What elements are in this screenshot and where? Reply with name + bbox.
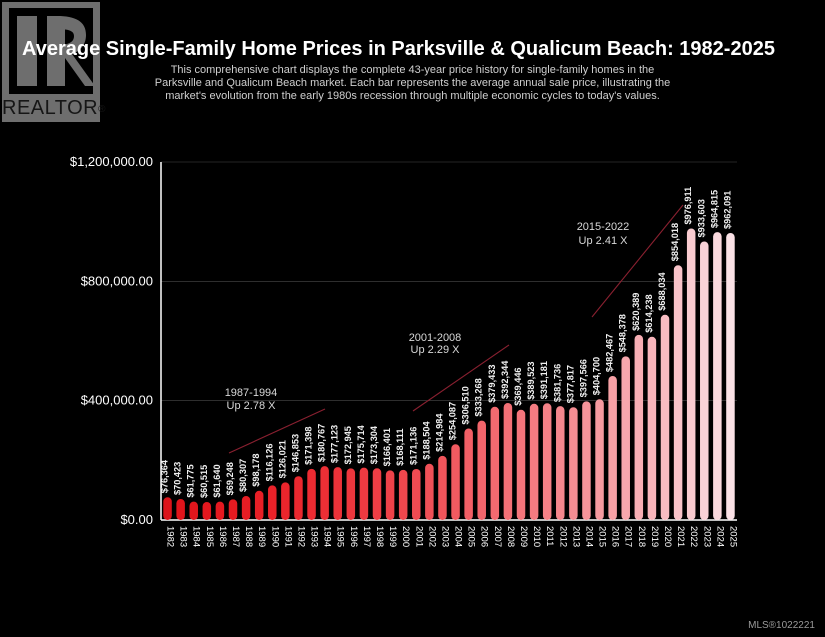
svg-text:$962,091: $962,091 [722,191,732,229]
svg-text:$171,136: $171,136 [408,427,418,465]
svg-text:$172,945: $172,945 [343,426,353,464]
svg-text:2019: 2019 [649,526,660,547]
svg-text:$306,510: $306,510 [461,386,471,424]
svg-text:2024: 2024 [714,526,725,547]
svg-text:2006: 2006 [479,526,490,547]
svg-text:2005: 2005 [466,526,477,547]
svg-text:1989: 1989 [256,526,267,547]
svg-text:$688,034: $688,034 [657,272,667,311]
svg-text:$800,000.00: $800,000.00 [81,273,153,288]
svg-text:1982: 1982 [165,526,176,547]
svg-text:$389,523: $389,523 [526,361,536,399]
svg-text:2025: 2025 [727,526,738,547]
svg-text:1998: 1998 [374,526,385,547]
svg-text:1995: 1995 [335,526,346,547]
svg-text:$620,389: $620,389 [631,293,641,331]
svg-text:1987: 1987 [230,526,241,547]
svg-text:2018: 2018 [636,526,647,547]
svg-text:$379,433: $379,433 [487,364,497,402]
svg-text:$964,815: $964,815 [709,190,719,228]
svg-text:2022: 2022 [688,526,699,547]
svg-text:$976,911: $976,911 [683,187,693,225]
svg-text:Up 2.29 X: Up 2.29 X [411,344,461,356]
svg-text:$171,398: $171,398 [304,427,314,465]
svg-text:$400,000.00: $400,000.00 [81,393,153,408]
svg-text:$69,248: $69,248 [225,462,235,495]
svg-text:$254,087: $254,087 [448,402,458,440]
svg-text:2001-2008: 2001-2008 [409,332,462,344]
svg-text:$168,111: $168,111 [395,429,405,466]
svg-text:1994: 1994 [322,526,333,547]
svg-text:2009: 2009 [518,526,529,547]
svg-text:$76,364: $76,364 [160,459,170,493]
svg-text:1985: 1985 [204,526,215,547]
svg-text:2012: 2012 [557,526,568,547]
svg-text:$548,378: $548,378 [618,314,628,352]
svg-text:$369,446: $369,446 [513,367,523,405]
svg-text:$397,566: $397,566 [578,359,588,397]
svg-text:$482,467: $482,467 [605,334,615,372]
svg-text:$70,423: $70,423 [173,462,183,495]
svg-text:$126,021: $126,021 [277,440,287,478]
svg-text:1990: 1990 [269,526,280,547]
svg-text:$854,018: $854,018 [670,223,680,261]
svg-text:$180,767: $180,767 [317,424,327,462]
svg-text:2011: 2011 [544,526,555,546]
svg-text:2002: 2002 [426,526,437,547]
svg-text:$377,817: $377,817 [565,365,575,403]
svg-text:1986: 1986 [217,526,228,547]
svg-text:2016: 2016 [610,526,621,547]
svg-text:$61,640: $61,640 [212,464,222,497]
svg-text:2007: 2007 [492,526,503,547]
svg-text:$933,603: $933,603 [696,199,706,237]
svg-text:$173,304: $173,304 [369,425,379,464]
svg-text:$392,344: $392,344 [500,360,510,399]
svg-text:$188,504: $188,504 [421,421,431,460]
svg-text:1997: 1997 [361,526,372,547]
svg-text:$614,238: $614,238 [644,294,654,332]
svg-text:1988: 1988 [243,526,254,547]
svg-text:$381,736: $381,736 [552,364,562,402]
svg-text:$404,700: $404,700 [592,357,602,395]
svg-text:1987-1994: 1987-1994 [225,387,278,399]
svg-text:$116,126: $116,126 [264,444,274,482]
svg-text:$166,401: $166,401 [382,428,392,466]
svg-text:$391,181: $391,181 [539,361,549,399]
svg-text:$175,714: $175,714 [356,424,366,463]
svg-text:2017: 2017 [623,526,634,547]
svg-text:Up 2.41 X: Up 2.41 X [579,235,629,247]
svg-text:$0.00: $0.00 [120,512,153,527]
svg-text:1983: 1983 [178,526,189,547]
svg-text:2001: 2001 [413,526,424,547]
svg-text:2008: 2008 [505,526,516,547]
svg-text:2013: 2013 [570,526,581,547]
svg-text:2020: 2020 [662,526,673,547]
svg-text:1984: 1984 [191,526,202,547]
svg-text:1999: 1999 [387,526,398,547]
svg-text:2023: 2023 [701,526,712,547]
svg-text:1992: 1992 [295,526,306,547]
svg-text:2003: 2003 [439,526,450,547]
svg-text:1991: 1991 [282,526,293,547]
svg-text:$146,853: $146,853 [290,434,300,472]
svg-text:$60,515: $60,515 [199,465,209,498]
svg-text:$177,123: $177,123 [330,425,340,463]
svg-text:$98,178: $98,178 [251,453,261,486]
svg-text:2010: 2010 [531,526,542,547]
svg-text:$333,268: $333,268 [474,378,484,416]
svg-text:Up 2.78 X: Up 2.78 X [227,400,277,412]
svg-text:$80,307: $80,307 [238,459,248,492]
svg-text:2014: 2014 [583,526,594,547]
svg-text:1996: 1996 [348,526,359,547]
svg-text:2004: 2004 [453,526,464,547]
svg-text:2000: 2000 [400,526,411,547]
svg-text:1993: 1993 [309,526,320,547]
svg-text:$1,200,000.00: $1,200,000.00 [70,154,153,169]
svg-text:2015-2022: 2015-2022 [577,221,630,233]
svg-text:$214,984: $214,984 [434,413,444,452]
svg-text:2015: 2015 [597,526,608,547]
svg-text:$61,775: $61,775 [186,464,196,497]
svg-text:2021: 2021 [675,526,686,547]
